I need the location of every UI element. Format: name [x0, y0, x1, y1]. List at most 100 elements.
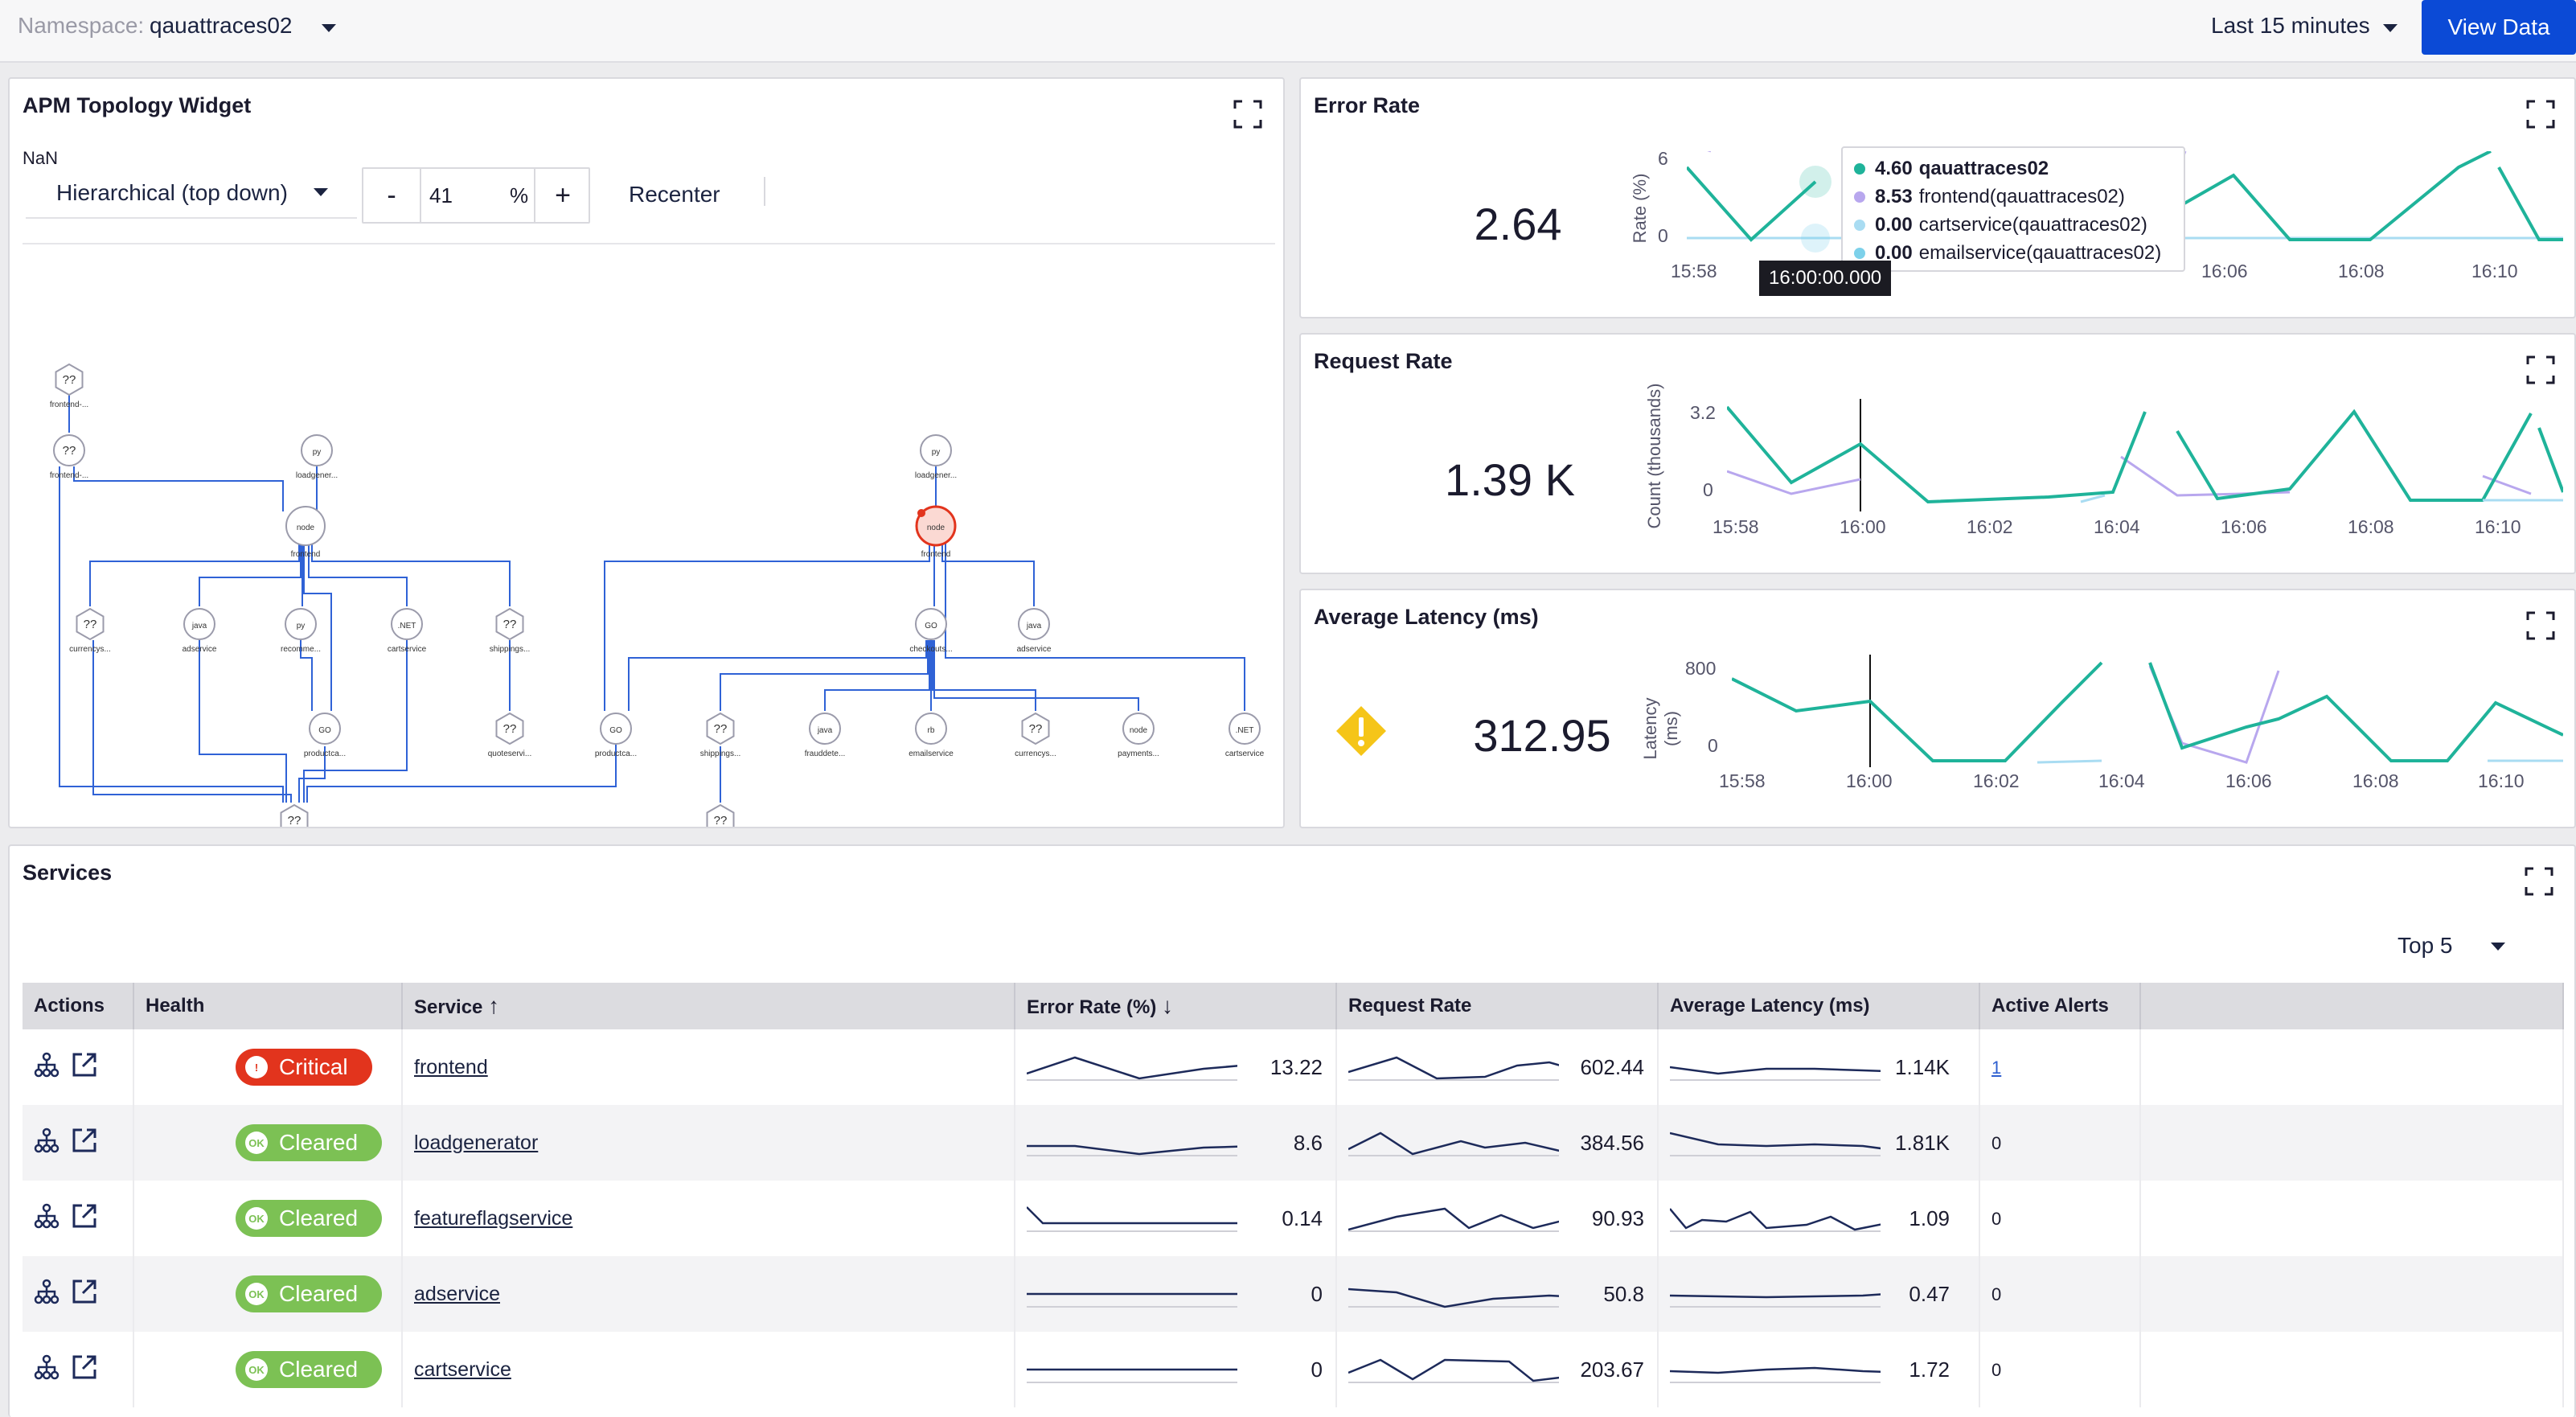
open-external-icon[interactable]	[71, 1127, 98, 1160]
view-data-button[interactable]: View Data	[2422, 0, 2576, 55]
topology-node[interactable]: java adservice	[1017, 608, 1052, 654]
chevron-down-icon[interactable]	[314, 188, 328, 196]
topology-node[interactable]: py recomme...	[281, 608, 321, 654]
expand-icon[interactable]	[2526, 100, 2555, 129]
expand-icon[interactable]	[2525, 867, 2553, 896]
expand-icon[interactable]	[1233, 100, 1262, 129]
topology-node[interactable]: ??featurefla...	[274, 803, 314, 827]
topology-node-shape[interactable]	[706, 803, 735, 827]
topology-node-shape[interactable]	[1122, 713, 1155, 745]
col-active-alerts[interactable]: Active Alerts	[1979, 983, 2141, 1029]
topology-node[interactable]: ?? shippings...	[490, 607, 531, 654]
topology-node[interactable]: java adservice	[183, 608, 217, 654]
table-row[interactable]: OK Cleared adservice 0 50.8 0.47 0	[23, 1256, 2564, 1332]
topology-icon[interactable]	[34, 1052, 59, 1083]
health-badge[interactable]: OK Cleared	[236, 1124, 383, 1161]
open-external-icon[interactable]	[71, 1353, 98, 1386]
health-badge[interactable]: OK Cleared	[236, 1351, 383, 1388]
topology-node[interactable]: rb emailservice	[909, 713, 954, 758]
topology-node[interactable]: ??quoteservi...	[488, 712, 531, 758]
topology-node-shape[interactable]	[915, 713, 947, 745]
topology-node[interactable]: node frontend	[915, 505, 957, 559]
topology-node-shape[interactable]	[309, 713, 341, 745]
chevron-down-icon[interactable]	[2383, 24, 2398, 32]
table-row[interactable]: ! Critical frontend 13.22 602.44 1.14K 1	[23, 1029, 2564, 1105]
topology-node[interactable]: ?? frontend-...	[50, 434, 88, 480]
topology-node-shape[interactable]	[391, 608, 423, 640]
namespace-select[interactable]: qauattraces02	[150, 13, 293, 38]
topology-node-shape[interactable]	[285, 608, 317, 640]
topology-node[interactable]: py loadgener...	[296, 434, 338, 480]
zoom-input[interactable]: 41	[429, 183, 453, 207]
topology-node[interactable]: .NET cartservice	[1225, 713, 1265, 758]
topology-node-shape[interactable]	[76, 607, 105, 641]
col-latency[interactable]: Average Latency (ms)	[1658, 983, 1980, 1029]
topology-node[interactable]: GO productca...	[304, 713, 346, 758]
service-link[interactable]: loadgenerator	[414, 1131, 539, 1154]
service-link[interactable]: adservice	[414, 1282, 500, 1305]
topology-node-shape[interactable]	[285, 506, 326, 546]
zoom-in-button[interactable]: +	[534, 169, 590, 222]
latency-chart[interactable]	[1732, 655, 2563, 767]
time-range-select[interactable]: Last 15 minutes	[2211, 13, 2370, 38]
topology-node[interactable]: node frontend	[285, 506, 326, 559]
open-external-icon[interactable]	[71, 1202, 98, 1235]
col-error-rate[interactable]: Error Rate (%) ↓	[1015, 983, 1337, 1029]
expand-icon[interactable]	[2526, 355, 2555, 384]
topology-node-shape[interactable]	[1229, 713, 1261, 745]
topology-node-shape[interactable]	[1018, 608, 1050, 640]
sort-asc-icon[interactable]: ↑	[488, 993, 500, 1018]
topology-node-shape[interactable]	[915, 505, 957, 547]
topology-node-shape[interactable]	[915, 608, 947, 640]
topology-icon[interactable]	[34, 1203, 59, 1234]
topology-node[interactable]: ??quoteservi...	[699, 803, 742, 827]
health-badge[interactable]: OK Cleared	[236, 1200, 383, 1237]
recenter-button[interactable]: Recenter	[629, 182, 720, 207]
topology-node[interactable]: java frauddete...	[805, 713, 846, 758]
topology-node-shape[interactable]	[706, 712, 735, 745]
topology-node[interactable]: .NET cartservice	[388, 608, 427, 654]
expand-icon[interactable]	[2526, 611, 2555, 640]
topology-icon[interactable]	[34, 1354, 59, 1386]
health-badge[interactable]: OK Cleared	[236, 1275, 383, 1312]
topology-node[interactable]: ?? shippings...	[700, 712, 741, 758]
topology-node-shape[interactable]	[495, 712, 524, 745]
active-alerts-value[interactable]: 1	[1991, 1057, 2002, 1078]
sort-desc-icon[interactable]: ↓	[1162, 993, 1174, 1018]
chevron-down-icon[interactable]	[2491, 943, 2505, 951]
service-link[interactable]: cartservice	[414, 1357, 511, 1381]
active-alerts-cell[interactable]: 1	[1979, 1029, 2141, 1105]
table-row[interactable]: OK Cleared cartservice 0 203.67 1.72 0	[23, 1332, 2564, 1407]
topology-node[interactable]: GO productca...	[595, 713, 637, 758]
topology-node[interactable]: ?? frontend-...	[50, 363, 88, 409]
topology-node[interactable]: py loadgener...	[915, 434, 957, 480]
topology-node-shape[interactable]	[280, 803, 309, 827]
topology-node-shape[interactable]	[53, 434, 85, 466]
open-external-icon[interactable]	[71, 1278, 98, 1311]
request-rate-chart[interactable]	[1727, 399, 2563, 511]
topology-node[interactable]: ?? currencys...	[69, 607, 111, 654]
topology-node[interactable]: node payments...	[1118, 713, 1159, 758]
topology-icon[interactable]	[34, 1279, 59, 1310]
topology-node-shape[interactable]	[301, 434, 333, 466]
health-badge[interactable]: ! Critical	[236, 1049, 372, 1086]
layout-select[interactable]: Hierarchical (top down)	[26, 167, 357, 219]
topology-icon[interactable]	[34, 1127, 59, 1159]
topology-node-shape[interactable]	[1021, 712, 1050, 745]
topology-node[interactable]: ?? currencys...	[1015, 712, 1056, 758]
topology-node-shape[interactable]	[183, 608, 215, 640]
zoom-out-button[interactable]: -	[363, 169, 421, 222]
service-link[interactable]: frontend	[414, 1055, 488, 1078]
topology-node[interactable]: GO checkouts...	[909, 608, 953, 654]
col-request-rate[interactable]: Request Rate	[1336, 983, 1659, 1029]
topology-node-shape[interactable]	[920, 434, 952, 466]
top-n-select[interactable]: Top 5	[2398, 933, 2453, 958]
table-row[interactable]: OK Cleared featureflagservice 0.14 90.93 1.09…	[23, 1181, 2564, 1256]
topology-node-shape[interactable]	[809, 713, 841, 745]
topology-graph[interactable]: ?? frontend-... ?? frontend-... py loadgener.…	[10, 79, 1283, 827]
chevron-down-icon[interactable]	[322, 24, 336, 32]
open-external-icon[interactable]	[71, 1051, 98, 1084]
table-row[interactable]: OK Cleared loadgenerator 8.6 384.56 1.81K 0	[23, 1105, 2564, 1181]
col-service[interactable]: Service ↑	[402, 983, 1015, 1029]
topology-node-shape[interactable]	[55, 363, 84, 396]
